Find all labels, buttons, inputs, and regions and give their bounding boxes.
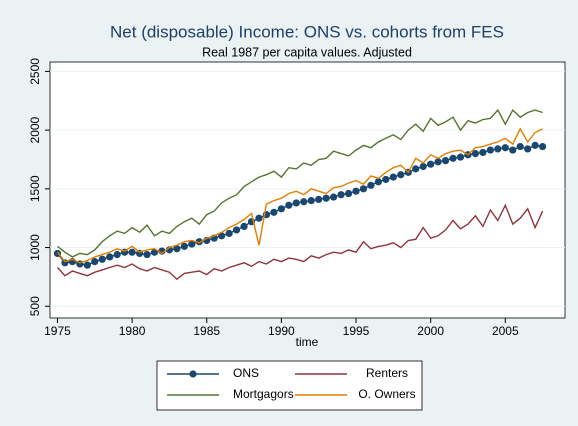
series-marker xyxy=(330,193,338,201)
x-axis-label: time xyxy=(296,335,319,349)
legend-label: ONS xyxy=(233,366,259,380)
legend-label: Mortgagors xyxy=(233,387,294,401)
legend-label: Renters xyxy=(366,366,408,380)
legend-label: O. Owners xyxy=(358,387,415,401)
x-tick-label: 1975 xyxy=(44,324,71,338)
series-marker xyxy=(412,165,420,173)
x-tick-label: 2005 xyxy=(492,324,519,338)
series-marker xyxy=(434,158,442,166)
series-marker xyxy=(374,178,383,186)
series-marker xyxy=(494,145,502,153)
series-marker xyxy=(106,253,114,261)
series-marker xyxy=(173,245,181,253)
x-tick-label: 1980 xyxy=(119,324,146,338)
series-marker xyxy=(397,171,405,179)
series-marker xyxy=(359,185,368,193)
series-marker xyxy=(337,191,345,199)
x-tick-label: 1985 xyxy=(193,324,220,338)
series-marker xyxy=(188,240,196,248)
series-marker xyxy=(344,189,353,198)
x-tick-label: 1995 xyxy=(343,324,370,338)
series-marker xyxy=(509,146,517,154)
series-marker xyxy=(307,196,315,205)
series-marker xyxy=(501,144,509,152)
series-marker xyxy=(277,205,285,213)
x-tick-label: 1990 xyxy=(268,324,295,338)
series-marker xyxy=(389,173,397,181)
series-marker xyxy=(180,242,188,250)
series-marker xyxy=(419,162,427,171)
series-marker xyxy=(427,160,435,168)
series-marker xyxy=(270,208,278,216)
series-marker xyxy=(83,261,91,269)
series-marker xyxy=(218,232,226,240)
series-marker xyxy=(285,201,293,209)
y-tick-label: 500 xyxy=(28,296,42,316)
series-marker xyxy=(113,250,121,259)
series-marker xyxy=(292,199,300,207)
series-line xyxy=(56,203,544,281)
series-marker xyxy=(232,226,241,234)
series-marker xyxy=(225,229,233,238)
plot-area xyxy=(49,61,566,319)
series-marker xyxy=(352,187,360,195)
x-tick-label: 2000 xyxy=(417,324,444,338)
series-marker xyxy=(315,195,323,203)
series-marker xyxy=(255,214,263,222)
series-marker xyxy=(91,258,99,266)
y-tick-label: 1500 xyxy=(28,175,42,202)
legend xyxy=(156,360,423,411)
series-marker xyxy=(240,222,248,231)
series-marker xyxy=(531,141,539,149)
series-marker xyxy=(143,250,151,259)
y-tick-label: 2500 xyxy=(28,58,42,85)
y-tick-label: 1000 xyxy=(28,234,42,261)
series-marker xyxy=(441,157,450,165)
series-marker xyxy=(300,198,308,206)
series-marker xyxy=(539,142,547,151)
series-line xyxy=(56,127,543,264)
chart-subtitle: Real 1987 per capita values. Adjusted xyxy=(202,45,412,59)
series-marker xyxy=(486,146,494,154)
series-marker xyxy=(524,145,532,153)
series-line xyxy=(57,108,543,258)
legend-marker xyxy=(189,370,197,378)
series-marker xyxy=(456,153,465,161)
series-marker xyxy=(471,149,480,158)
series-marker xyxy=(367,181,375,189)
series-marker xyxy=(128,248,136,256)
series-marker xyxy=(449,154,457,162)
series-marker xyxy=(98,255,106,263)
chart-title: Net (disposable) Income: ONS vs. cohorts… xyxy=(110,22,504,41)
y-tick-label: 2000 xyxy=(28,116,42,143)
series-marker xyxy=(195,238,203,246)
series-marker xyxy=(382,175,390,184)
series-marker xyxy=(322,194,330,202)
series-marker xyxy=(516,142,524,151)
series-marker xyxy=(479,148,487,157)
